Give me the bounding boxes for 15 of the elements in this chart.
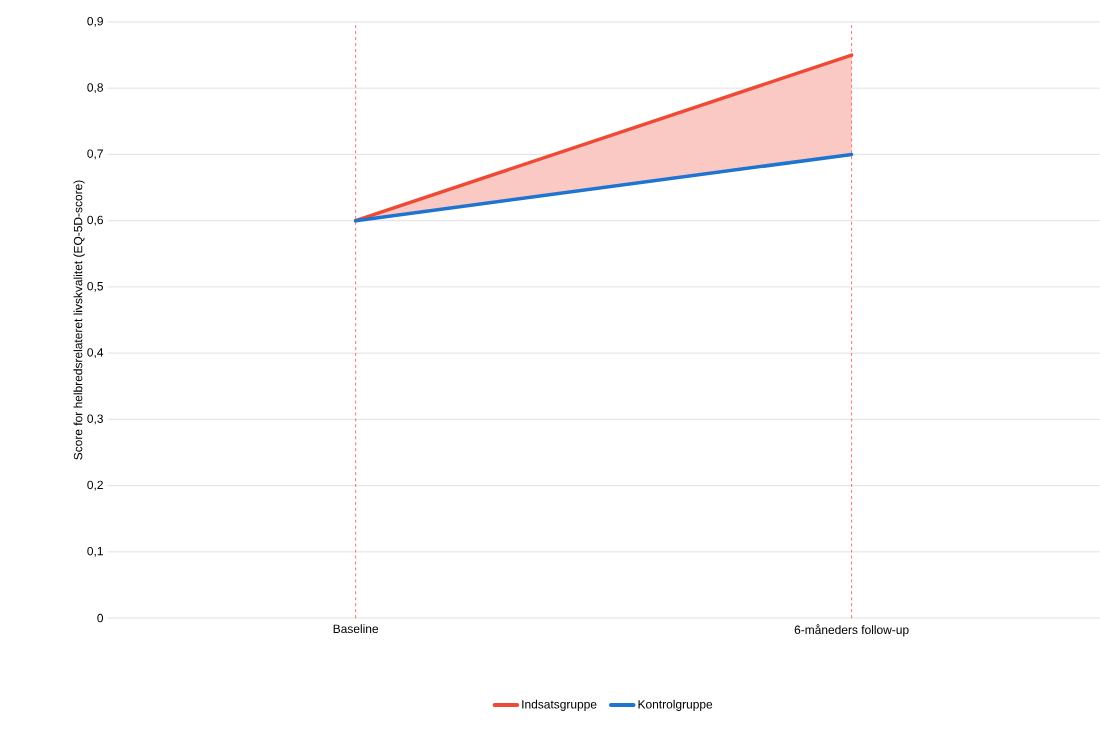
y-tick-label: 0,4	[87, 348, 104, 359]
legend-label: Kontrolgruppe	[638, 699, 713, 712]
y-axis-title: Score for helbredsrelateret livskvalitet (EQ-5D-score)	[73, 180, 85, 460]
y-tick-label: 0,8	[87, 83, 103, 94]
legend-label: Indsatsgruppe	[522, 699, 597, 712]
y-tick-label: 0,7	[87, 149, 103, 160]
x-tick-label: 6-måneders follow-up	[794, 624, 909, 637]
y-tick-label: 0,1	[87, 547, 103, 557]
y-tick-label: 0,9	[87, 17, 103, 28]
y-tick-label: 0,2	[87, 480, 103, 491]
y-tick-label: 0,6	[87, 215, 103, 226]
x-tick-label: Baseline	[333, 624, 379, 634]
y-tick-label: 0,5	[87, 282, 103, 292]
y-tick-label: 0,3	[87, 414, 103, 425]
y-tick-label: 0	[97, 613, 104, 623]
